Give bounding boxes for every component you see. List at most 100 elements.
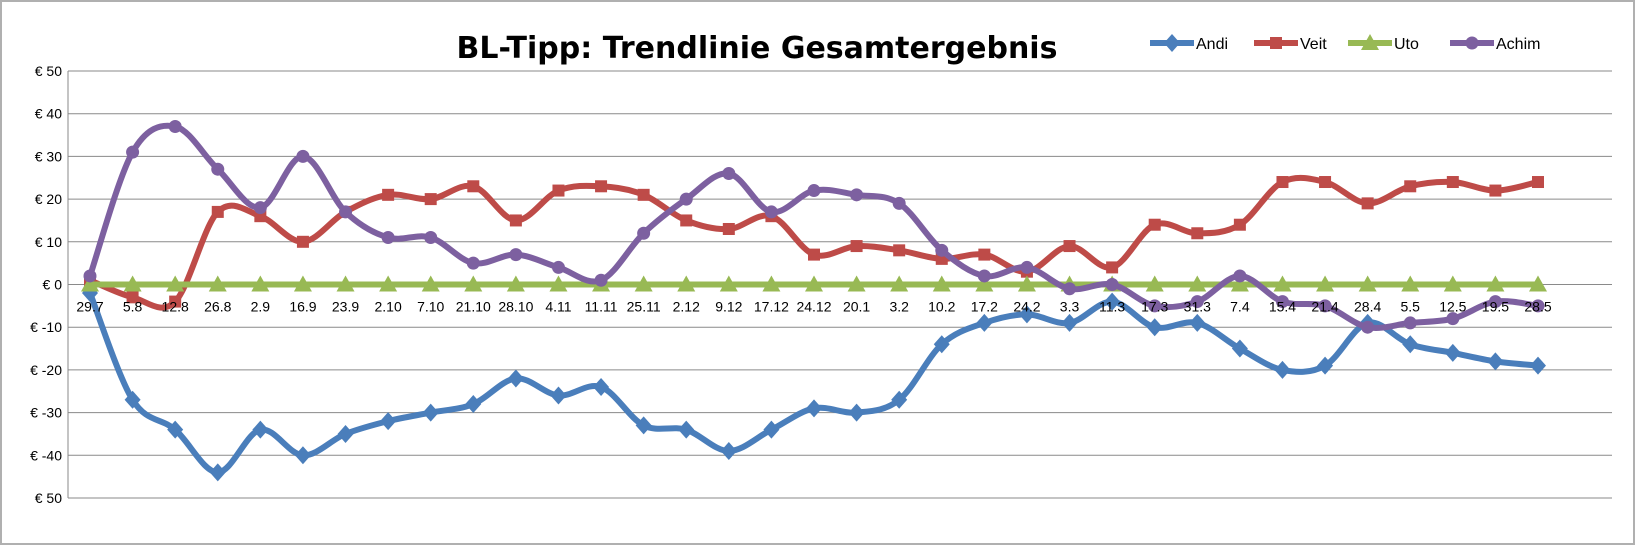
- legend-item-andi: Andi: [1150, 34, 1228, 53]
- series-uto: [81, 275, 1547, 292]
- data-point-andi: [1274, 360, 1291, 379]
- data-point-andi: [507, 369, 524, 388]
- data-point-veit: [169, 295, 182, 308]
- x-tick-label: 23.9: [332, 299, 359, 315]
- data-point-andi: [1444, 343, 1461, 362]
- data-point-achim: [807, 184, 821, 198]
- data-point-uto: [1017, 275, 1036, 292]
- data-point-achim: [1446, 312, 1460, 326]
- data-point-achim: [126, 145, 140, 159]
- x-tick-label: 17.3: [1141, 299, 1168, 315]
- data-point-achim: [253, 201, 267, 215]
- data-point-uto: [208, 275, 227, 292]
- data-point-uto: [847, 275, 866, 292]
- data-point-uto: [890, 275, 909, 292]
- data-point-andi: [1146, 318, 1163, 337]
- x-tick-label: 4.11: [545, 299, 571, 315]
- x-tick-label: 9.12: [715, 299, 742, 315]
- data-point-veit: [1361, 197, 1374, 210]
- data-point-andi: [1530, 356, 1546, 375]
- data-point-uto: [81, 275, 99, 292]
- data-point-andi: [1104, 292, 1121, 311]
- data-point-uto: [506, 275, 525, 292]
- data-point-veit: [722, 222, 735, 235]
- x-tick-label: 19.5: [1482, 299, 1509, 315]
- data-point-veit: [680, 214, 693, 227]
- x-tick-label: 28.10: [498, 299, 533, 315]
- y-tick-label: € 50: [35, 63, 62, 79]
- data-point-uto: [1358, 275, 1377, 292]
- legend-item-veit: Veit: [1254, 36, 1327, 53]
- x-tick-label: 7.4: [1230, 299, 1250, 315]
- x-tick-label: 24.2: [1013, 299, 1040, 315]
- data-point-uto: [549, 275, 568, 292]
- x-tick-label: 2.9: [251, 299, 271, 315]
- data-point-uto: [975, 275, 994, 292]
- data-point-andi: [337, 424, 354, 443]
- data-point-achim: [977, 269, 991, 283]
- data-point-veit: [1233, 218, 1246, 231]
- legend-marker-achim: [1465, 36, 1479, 50]
- legend-item-achim: Achim: [1450, 36, 1540, 53]
- x-tick-label: 2.12: [673, 299, 700, 315]
- data-point-andi: [635, 416, 652, 435]
- data-point-andi: [209, 463, 226, 482]
- data-point-andi: [1402, 335, 1419, 354]
- legend: Andi Veit Uto Achim: [1150, 34, 1540, 53]
- data-point-uto: [251, 275, 270, 292]
- data-point-uto: [1443, 275, 1462, 292]
- data-point-achim: [1531, 299, 1545, 313]
- data-point-veit: [637, 188, 650, 201]
- x-tick-label: 2.10: [374, 299, 401, 315]
- data-point-uto: [379, 275, 398, 292]
- data-point-andi: [891, 390, 908, 409]
- data-point-veit: [1191, 227, 1204, 240]
- data-point-veit: [1148, 218, 1161, 231]
- data-point-andi: [1061, 313, 1078, 332]
- x-tick-label: 28.5: [1524, 299, 1551, 315]
- data-point-veit: [424, 193, 437, 206]
- data-point-andi: [678, 420, 695, 439]
- data-point-achim: [1233, 269, 1247, 283]
- y-tick-label: € 30: [35, 148, 62, 164]
- x-tick-label: 16.9: [289, 299, 316, 315]
- y-tick-label: € -30: [30, 405, 62, 421]
- data-point-uto: [1401, 275, 1420, 292]
- data-point-veit: [552, 184, 565, 197]
- data-point-achim: [1403, 316, 1417, 330]
- x-tick-label: 29.7: [76, 299, 103, 315]
- x-tick-label: 17.12: [754, 299, 789, 315]
- data-point-andi: [848, 403, 865, 422]
- x-tick-label: 21.4: [1311, 299, 1338, 315]
- data-point-veit: [382, 188, 395, 201]
- data-point-veit: [1489, 184, 1502, 197]
- x-tick-label: 3.3: [1060, 299, 1080, 315]
- data-point-achim: [424, 231, 438, 245]
- x-tick-label: 26.8: [204, 299, 231, 315]
- y-tick-label: € 50: [35, 490, 62, 506]
- x-tick-label: 5.5: [1401, 299, 1421, 315]
- data-point-uto: [762, 275, 781, 292]
- x-tick-label: 11.3: [1099, 299, 1125, 315]
- data-point-uto: [166, 275, 185, 292]
- x-tick-label: 21.10: [456, 299, 491, 315]
- y-tick-label: € 40: [35, 106, 62, 122]
- y-tick-label: € -40: [30, 447, 62, 463]
- data-point-uto: [1486, 275, 1505, 292]
- data-point-veit: [1446, 176, 1459, 189]
- legend-label-veit: Veit: [1300, 36, 1327, 53]
- data-point-achim: [296, 149, 310, 163]
- x-tick-label: 31.3: [1184, 299, 1211, 315]
- data-point-andi: [1317, 356, 1334, 375]
- x-tick-label: 28.4: [1354, 299, 1381, 315]
- data-point-achim: [381, 231, 395, 245]
- data-point-achim: [679, 192, 693, 206]
- data-point-achim: [850, 188, 864, 202]
- y-tick-label: € 10: [35, 234, 62, 250]
- data-point-uto: [1230, 275, 1249, 292]
- data-point-veit: [1276, 176, 1289, 189]
- data-point-veit: [978, 248, 991, 261]
- x-tick-label: 20.1: [843, 299, 870, 315]
